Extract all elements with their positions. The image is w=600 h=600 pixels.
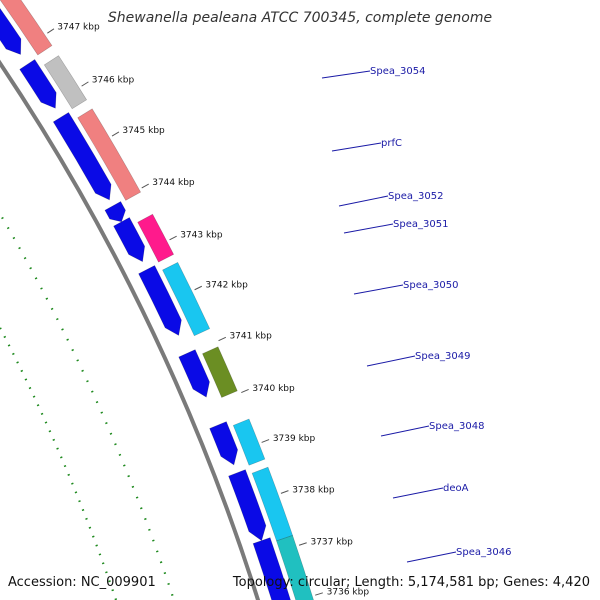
map-title: Shewanella pealeana ATCC 700345, complet… <box>108 10 492 26</box>
cog-category-block <box>276 535 314 600</box>
gene-label-leader <box>380 425 430 437</box>
gene-feature[interactable]: Spea_3051 <box>113 213 449 263</box>
forward-strand-cds[interactable] <box>104 201 126 223</box>
cog-category-block <box>232 418 266 466</box>
gene-label[interactable]: Spea_3052 <box>388 191 443 202</box>
scale-tick <box>261 439 270 443</box>
cog-category-block <box>202 346 238 398</box>
forward-strand-cds[interactable] <box>0 0 22 55</box>
scale-tick-label: 3744 kbp <box>152 178 195 188</box>
forward-strand-cds[interactable] <box>52 112 112 201</box>
scale-tick-label: 3743 kbp <box>180 230 223 240</box>
scale-tick-label: 3738 kbp <box>292 485 335 495</box>
gc-content-ring <box>0 325 118 600</box>
gene-label-leader <box>392 487 444 499</box>
gene-label-leader <box>353 284 404 295</box>
gene-label[interactable]: deoA <box>443 483 469 494</box>
gene-label-leader <box>321 70 371 79</box>
gene-label-leader <box>331 142 382 152</box>
gene-label-leader <box>406 551 457 563</box>
scale-tick <box>47 28 55 34</box>
scale-tick <box>169 235 177 241</box>
gene-label[interactable]: Spea_3048 <box>429 421 484 432</box>
forward-strand-cds[interactable] <box>252 537 293 600</box>
forward-strand-cds[interactable] <box>209 421 238 466</box>
gene-label-leader <box>338 195 389 207</box>
gene-label-leader <box>366 355 416 367</box>
gene-label[interactable]: Spea_3050 <box>403 280 458 291</box>
cog-category-block <box>251 466 293 542</box>
gene-label-leader <box>343 223 394 234</box>
gene-feature[interactable]: Spea_3048 <box>209 418 485 466</box>
scale-tick-label: 3740 kbp <box>252 384 295 394</box>
genome-summary-text: Topology: circular; Length: 5,174,581 bp… <box>232 575 590 590</box>
cog-category-block <box>77 108 142 201</box>
cog-category-block <box>43 55 88 110</box>
genome-backbone <box>0 59 261 600</box>
gene-label[interactable]: prfC <box>381 138 402 149</box>
scale-tick <box>280 490 289 494</box>
gene-feature[interactable]: Spea_3054 <box>19 55 426 110</box>
scale-tick-label: 3739 kbp <box>273 434 316 444</box>
gene-label[interactable]: Spea_3046 <box>456 547 511 558</box>
accession-text: Accession: NC_009901 <box>8 575 156 590</box>
scale-tick <box>298 542 307 546</box>
cog-category-block <box>137 213 175 263</box>
cog-category-block <box>162 261 211 337</box>
cog-category-block <box>0 0 53 56</box>
scale-tick <box>194 285 203 291</box>
gene-feature[interactable]: prfC <box>52 108 402 201</box>
scale-tick-label: 3742 kbp <box>205 281 248 291</box>
scale-tick <box>111 131 120 137</box>
gene-label[interactable]: Spea_3051 <box>393 219 448 230</box>
scale-tick <box>141 183 149 189</box>
scale-tick <box>218 336 227 342</box>
scale-tick-label: 3736 kbp <box>327 588 370 598</box>
gene-label[interactable]: Spea_3054 <box>370 66 425 77</box>
scale-tick-label: 3746 kbp <box>92 76 135 86</box>
scale-tick-label: 3745 kbp <box>122 126 165 136</box>
scale-tick <box>315 592 323 596</box>
gene-feature[interactable]: Spea_3046 <box>252 535 511 600</box>
gene-feature[interactable]: Spea_3050 <box>138 261 459 337</box>
scale-tick-label: 3747 kbp <box>57 23 100 33</box>
forward-strand-cds[interactable] <box>178 349 210 398</box>
ring-layer <box>0 59 261 600</box>
forward-strand-cds[interactable] <box>138 265 182 336</box>
gene-label[interactable]: Spea_3049 <box>415 351 470 362</box>
scale-tick <box>241 388 249 394</box>
gene-feature[interactable]: Spea_3049 <box>178 346 471 398</box>
gene-feature[interactable] <box>0 0 53 56</box>
gene-feature[interactable]: deoA <box>228 466 469 542</box>
forward-strand-cds[interactable] <box>228 469 267 542</box>
scale-tick <box>81 81 89 87</box>
scale-tick-label: 3737 kbp <box>310 537 353 547</box>
gene-layer: Spea_3054 prfC Spea_3052 Spea_3051 Spea_3050… <box>0 0 511 600</box>
gene-feature[interactable]: Spea_3052 <box>104 191 444 223</box>
scale-tick-label: 3741 kbp <box>229 332 272 342</box>
forward-strand-cds[interactable] <box>113 217 145 263</box>
forward-strand-cds[interactable] <box>19 59 57 109</box>
tick-layer: 3747 kbp 3746 kbp 3745 kbp 3744 kbp 3743 kbp… <box>47 23 369 598</box>
